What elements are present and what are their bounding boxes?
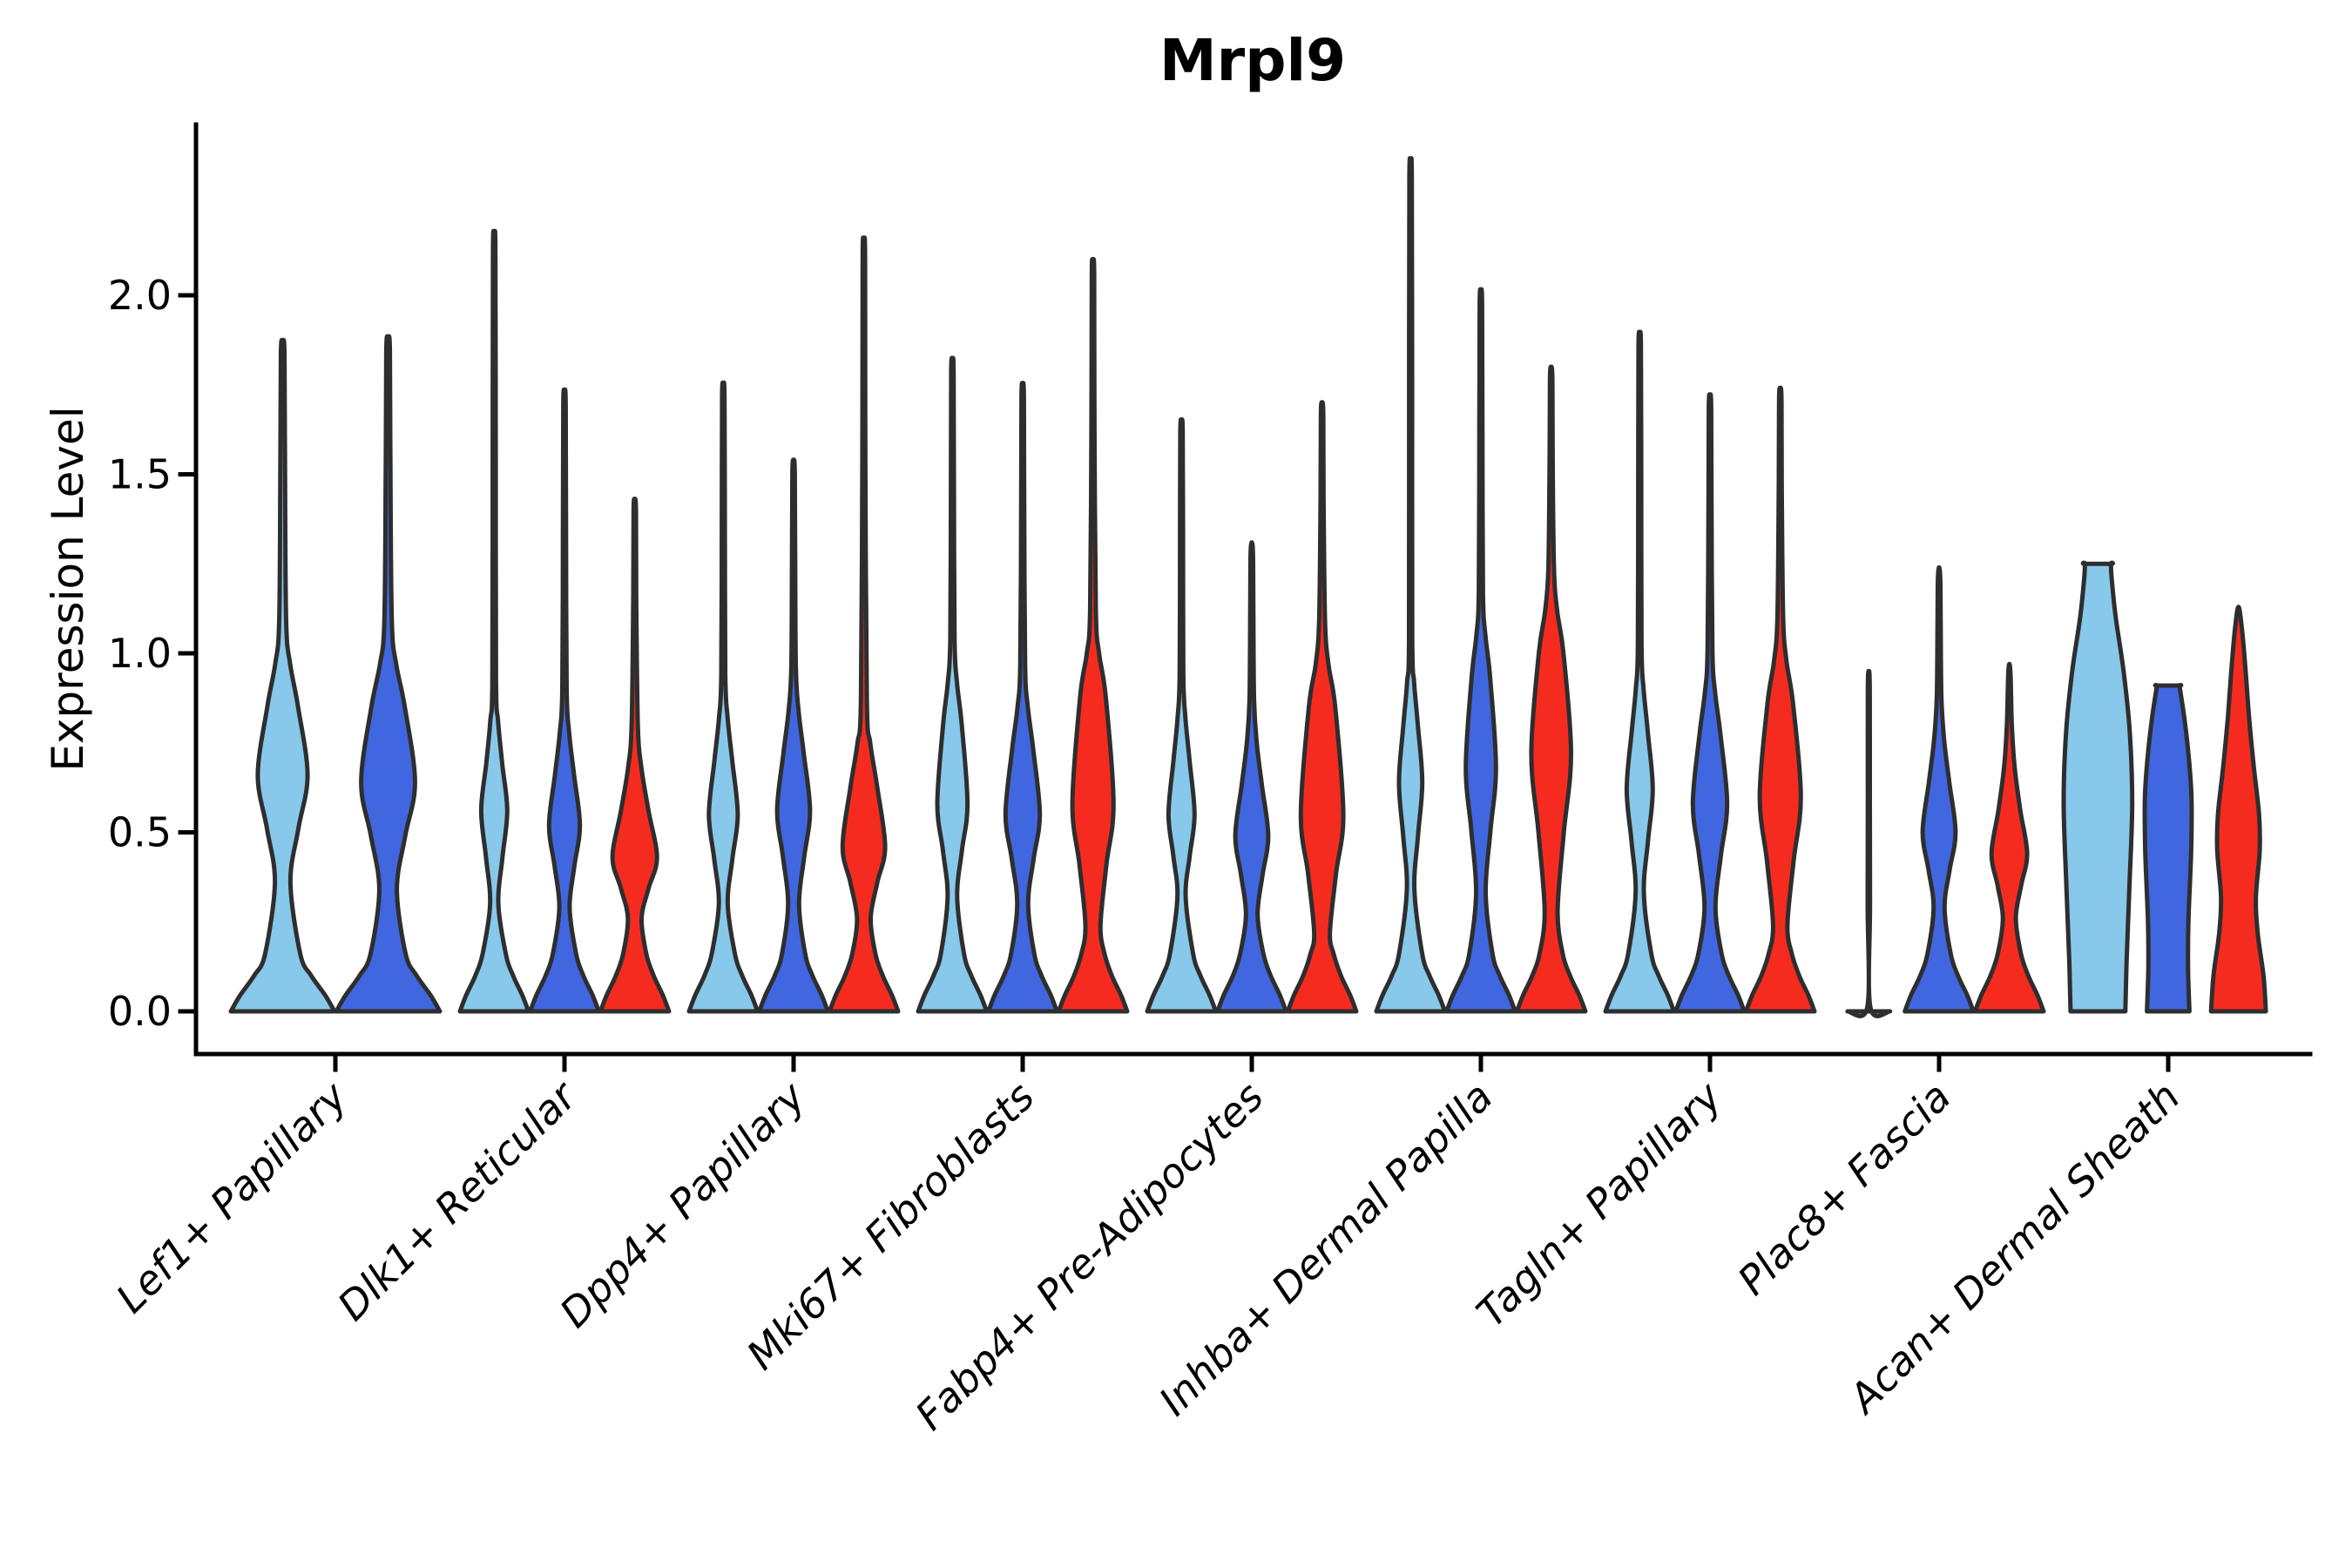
y-axis-label: Expression Level bbox=[43, 406, 93, 771]
y-tick-label: 0.5 bbox=[108, 809, 172, 856]
violin-5-c1 bbox=[1145, 417, 1219, 1014]
violin-7-c3 bbox=[1743, 385, 1817, 1014]
violin-2-c3 bbox=[598, 497, 672, 1014]
y-tick-label: 1.5 bbox=[108, 451, 172, 498]
x-tick-label: Plac8+ Fascia bbox=[1728, 1073, 1959, 1304]
y-tick-label: 0.0 bbox=[108, 988, 172, 1035]
chart-title: Mrpl9 bbox=[1159, 27, 1346, 94]
violin-6-c1 bbox=[1374, 156, 1448, 1014]
violin-4-c2 bbox=[986, 381, 1059, 1014]
violin-6-c2 bbox=[1444, 287, 1517, 1014]
violin-9-c2 bbox=[2142, 682, 2194, 1014]
violin-2-c2 bbox=[528, 387, 601, 1014]
violin-1-c2 bbox=[334, 334, 443, 1014]
violin-7-c1 bbox=[1603, 329, 1677, 1014]
x-tick-label: Dlk1+ Reticular bbox=[328, 1071, 587, 1329]
x-tick-label: Tagln+ Papillary bbox=[1467, 1072, 1731, 1336]
violin-1-c1 bbox=[228, 337, 337, 1014]
violin-2-c1 bbox=[457, 228, 531, 1014]
violin-4-c3 bbox=[1056, 257, 1130, 1014]
y-tick-label: 1.0 bbox=[108, 630, 172, 677]
violin-5-c3 bbox=[1285, 400, 1359, 1014]
violin-3-c3 bbox=[827, 235, 901, 1014]
violin-7-c2 bbox=[1673, 392, 1747, 1014]
violin-3-c2 bbox=[757, 457, 830, 1014]
x-tick-label: Lef1+ Papillary bbox=[107, 1072, 356, 1321]
violin-4-c1 bbox=[916, 355, 990, 1014]
violin-3-c1 bbox=[686, 380, 760, 1014]
violin-5-c2 bbox=[1215, 540, 1288, 1014]
violin-8-c3 bbox=[1972, 661, 2046, 1014]
violin-8-c1 bbox=[1845, 668, 1893, 1018]
violins-layer bbox=[228, 156, 2268, 1018]
violin-6-c3 bbox=[1514, 364, 1588, 1014]
x-tick-label: Dpp4+ Papillary bbox=[551, 1072, 814, 1336]
violin-9-c1 bbox=[2061, 560, 2135, 1014]
violin-9-c3 bbox=[2208, 605, 2268, 1014]
violin-8-c2 bbox=[1903, 564, 1976, 1014]
y-tick-label: 2.0 bbox=[108, 272, 172, 319]
